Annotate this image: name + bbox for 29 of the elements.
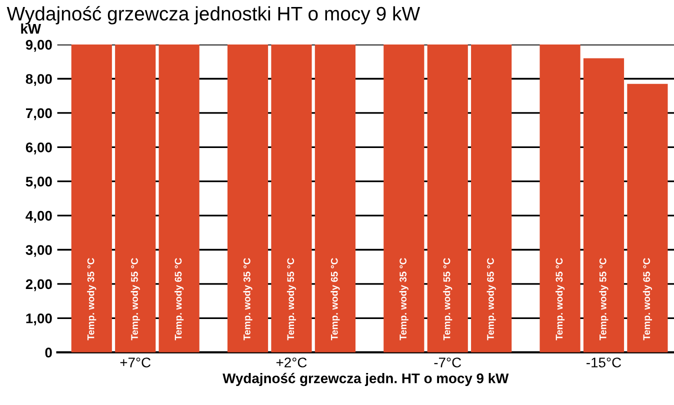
text: Temp. wody 35 °C [243, 258, 252, 340]
x-tick-label: -15°C [586, 358, 622, 368]
text: Temp. wody 65 °C [486, 258, 496, 340]
x-tick-label: +7°C [120, 358, 151, 368]
x-tick-label: -7°C [434, 358, 462, 368]
y-tick-label: 3,00 [26, 245, 52, 257]
text: Temp. wody 35 °C [399, 258, 408, 340]
text: Temp. wody 55 °C [443, 258, 452, 340]
y-tick-label: 8,00 [26, 74, 52, 86]
y-tick-label: 2,00 [26, 279, 52, 292]
series-label: Temp. wody 55 °C [130, 258, 140, 340]
text: Temp. wody 55 °C [599, 258, 608, 340]
y-tick-label: 9,00 [26, 40, 52, 52]
series-label: Temp. wody 35 °C [87, 258, 96, 340]
chart-title: Wydajność grzewcza jednostki HT o mocy 9 kW [6, 6, 420, 24]
y-tick-label: 7,00 [26, 108, 52, 120]
y-tick-label: 0 [45, 348, 52, 358]
y-tick-label: 6,00 [26, 142, 52, 154]
text: Temp. wody 35 °C [555, 258, 565, 340]
y-tick-label: 5,00 [26, 176, 52, 189]
x-axis-title: Wydajność grzewcza jedn. HT o mocy 9 kW [222, 372, 509, 386]
series-label: Temp. wody 65 °C [174, 258, 184, 340]
x-tick-label: +2°C [276, 358, 307, 368]
y-tick-label: 1,00 [26, 313, 52, 326]
text: Temp. wody 65 °C [642, 258, 652, 340]
text: Temp. wody 65 °C [330, 258, 340, 340]
y-tick-label: 4,00 [26, 210, 52, 223]
y-axis-title: kW [21, 24, 42, 34]
text: Temp. wody 55 °C [286, 258, 296, 340]
